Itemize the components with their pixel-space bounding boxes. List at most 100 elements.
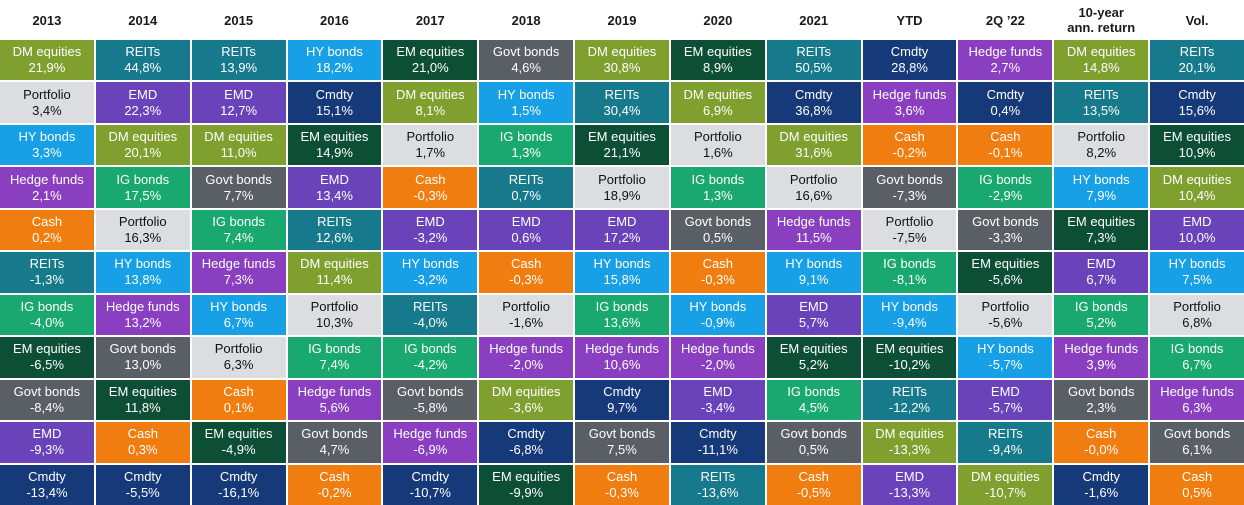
cell-hedge-funds: Hedge funds 3,9% <box>1054 337 1149 378</box>
cell-asset-label: EM equities <box>300 129 369 145</box>
cell-return-value: -1,6% <box>1084 484 1119 500</box>
cell-dm-equities: DM equities 11,4% <box>287 252 382 293</box>
cell-return-value: 6,8% <box>1182 314 1212 330</box>
cell-reits: REITs 0,7% <box>479 167 574 208</box>
cell-dm-equities: DM equities -13,3% <box>862 422 957 463</box>
cell-return-value: 11,4% <box>316 272 353 288</box>
cell-emd: EMD 5,7% <box>766 294 861 336</box>
cell-emd: EMD 0,6% <box>479 209 574 251</box>
cell-return-value: -13,3% <box>888 442 931 458</box>
cell-asset-label: Hedge funds <box>105 298 180 314</box>
cell-asset-label: EM equities <box>492 468 561 484</box>
cell-return-value: 9,1% <box>798 272 829 288</box>
cell-return-value: -3,2% <box>413 272 448 288</box>
cell-govt-bonds: Govt bonds 7,5% <box>575 422 669 463</box>
cell-return-value: 15,6% <box>1178 102 1216 118</box>
cell-cash: Cash 0,1% <box>191 379 286 421</box>
cell-portfolio: Portfolio 6,3% <box>191 337 286 378</box>
cell-asset-label: Hedge funds <box>201 256 276 272</box>
cell-return-value: 7,9% <box>1086 187 1117 203</box>
cell-em-equities: EM equities -9,9% <box>479 464 574 505</box>
cell-return-value: 13,8% <box>124 272 162 288</box>
cell-return-value: 0,5% <box>798 442 829 458</box>
cell-return-value: -0,2% <box>892 145 927 161</box>
cell-return-value: 21,9% <box>28 60 66 76</box>
cell-asset-label: Cash <box>319 468 350 484</box>
cell-asset-label: Govt bonds <box>397 383 464 399</box>
cell-hy-bonds: HY bonds -9,4% <box>862 294 957 336</box>
cell-portfolio: Portfolio 18,9% <box>575 167 669 208</box>
cell-hy-bonds: HY bonds 7,9% <box>1054 167 1149 208</box>
cell-portfolio: Portfolio -1,6% <box>479 294 574 336</box>
cell-return-value: 10,0% <box>1178 230 1216 246</box>
column-header-2018: 2018 <box>479 0 573 40</box>
column-header-10-year-ann-return: 10-year ann. return <box>1054 0 1148 40</box>
cell-return-value: -9,9% <box>509 484 544 500</box>
cell-hedge-funds: Hedge funds 7,3% <box>191 252 286 293</box>
cell-portfolio: Portfolio 16,6% <box>766 167 861 208</box>
cell-cash: Cash 0,2% <box>0 209 94 251</box>
cell-return-value: -4,0% <box>29 314 64 330</box>
cell-asset-label: Cash <box>31 214 63 230</box>
cell-asset-label: Portfolio <box>693 129 742 145</box>
cell-asset-label: DM equities <box>1162 171 1232 187</box>
cell-reits: REITs 50,5% <box>766 40 861 81</box>
cell-hy-bonds: HY bonds -5,7% <box>958 337 1053 378</box>
cell-asset-label: REITs <box>508 171 544 187</box>
cell-dm-equities: DM equities 31,6% <box>766 124 861 166</box>
cell-return-value: 18,2% <box>316 60 353 76</box>
cell-return-value: 10,6% <box>603 357 641 373</box>
cell-return-value: 11,8% <box>124 399 161 415</box>
cell-return-value: 10,4% <box>1178 187 1216 203</box>
cell-return-value: -0,3% <box>700 272 735 288</box>
cell-em-equities: EM equities 8,9% <box>670 40 765 81</box>
cell-hy-bonds: HY bonds 1,5% <box>479 82 574 123</box>
cell-dm-equities: DM equities 20,1% <box>95 124 190 166</box>
cell-hedge-funds: Hedge funds -6,9% <box>383 422 478 463</box>
cell-return-value: -12,2% <box>888 399 931 415</box>
cell-hedge-funds: Hedge funds 13,2% <box>95 294 190 336</box>
cell-cash: Cash -0,3% <box>575 464 669 505</box>
cell-cmdty: Cmdty -5,5% <box>95 464 190 505</box>
cell-asset-label: Cmdty <box>986 86 1025 102</box>
cell-asset-label: IG bonds <box>499 129 553 145</box>
cell-cmdty: Cmdty 36,8% <box>766 82 861 123</box>
cell-asset-label: Hedge funds <box>297 383 372 399</box>
cell-asset-label: REITs <box>29 256 65 272</box>
cell-return-value: 0,5% <box>1182 484 1212 500</box>
cell-return-value: 31,6% <box>795 145 833 161</box>
cell-asset-label: HY bonds <box>1168 256 1226 272</box>
cell-cmdty: Cmdty 9,7% <box>575 379 669 421</box>
column-header-text: 2013 <box>32 12 62 28</box>
cell-dm-equities: DM equities 10,4% <box>1150 167 1244 208</box>
column-header-ytd: YTD <box>863 0 957 40</box>
cell-ig-bonds: IG bonds -4,0% <box>0 294 94 336</box>
cell-asset-label: REITs <box>988 426 1023 442</box>
cell-cash: Cash -0,3% <box>479 252 574 293</box>
cell-govt-bonds: Govt bonds 13,0% <box>95 337 190 378</box>
cell-return-value: -10,7% <box>984 484 1026 500</box>
cell-asset-label: Cmdty <box>1082 468 1120 484</box>
cell-asset-label: EMD <box>224 86 254 102</box>
cell-return-value: 7,4% <box>223 230 254 246</box>
cell-asset-label: HY bonds <box>976 341 1034 357</box>
cell-portfolio: Portfolio -7,5% <box>862 209 957 251</box>
cell-asset-label: HY bonds <box>306 44 363 60</box>
cell-asset-label: HY bonds <box>593 256 651 272</box>
cell-return-value: 6,7% <box>1086 272 1117 288</box>
cell-asset-label: Portfolio <box>789 171 838 187</box>
cell-cash: Cash -0,3% <box>383 167 478 208</box>
cell-asset-label: EM equities <box>12 341 81 357</box>
cell-return-value: 2,7% <box>990 60 1021 76</box>
cell-cash: Cash -0,0% <box>1054 422 1149 463</box>
cell-em-equities: EM equities 10,9% <box>1150 124 1244 166</box>
cell-asset-label: Govt bonds <box>301 426 368 442</box>
cell-return-value: -0,0% <box>1084 442 1119 458</box>
column-header-text: ann. return <box>1067 20 1136 35</box>
cell-return-value: -10,7% <box>409 484 451 500</box>
cell-hy-bonds: HY bonds 18,2% <box>287 40 382 81</box>
cell-return-value: -3,2% <box>413 230 448 246</box>
cell-asset-label: REITs <box>125 44 161 60</box>
column-header-text: 2019 <box>607 12 637 28</box>
cell-return-value: 15,1% <box>316 102 353 118</box>
